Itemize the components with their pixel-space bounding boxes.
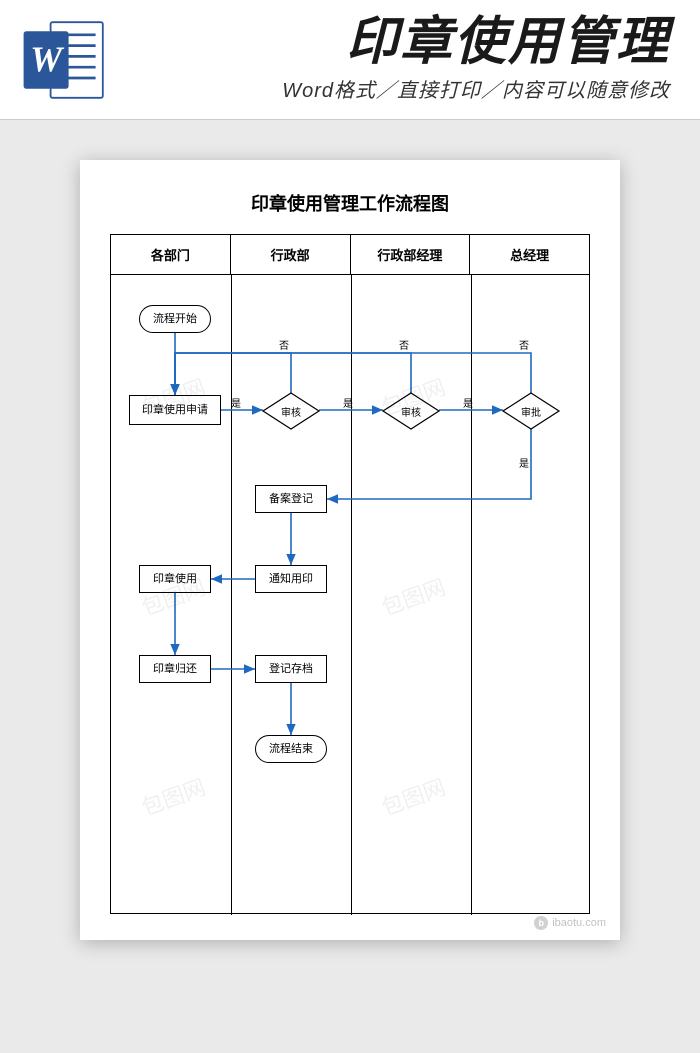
lane-body: 流程开始印章使用申请 审核 审核 审批备案登记通知用印 印章使用印章归还 登记存档流程结束… bbox=[111, 275, 589, 915]
header-text-block: 印章使用管理 Word格式／直接打印／内容可以随意修改 bbox=[110, 16, 670, 103]
flow-edge bbox=[175, 353, 531, 395]
flow-decision-audit2: 审核 bbox=[383, 393, 439, 429]
document-page: 印章使用管理工作流程图 各部门 行政部 行政部经理 总经理 bbox=[80, 160, 620, 940]
canvas-area: 印章使用管理工作流程图 各部门 行政部 行政部经理 总经理 bbox=[0, 120, 700, 1053]
flow-node-archive: 登记存档 bbox=[255, 655, 327, 683]
word-app-icon: W bbox=[20, 15, 110, 105]
brand-url: ibaotu.com bbox=[552, 917, 606, 929]
lane-header-1: 行政部 bbox=[230, 235, 350, 274]
flow-node-record: 备案登记 bbox=[255, 485, 327, 513]
flow-decision-audit1: 审核 bbox=[263, 393, 319, 429]
svg-text:W: W bbox=[30, 38, 65, 78]
flow-node-end: 流程结束 bbox=[255, 735, 327, 763]
word-icon: W bbox=[20, 15, 110, 105]
corner-brand: b ibaotu.com bbox=[534, 916, 606, 930]
flow-node-return: 印章归还 bbox=[139, 655, 211, 683]
edge-label: 否 bbox=[399, 337, 409, 352]
edge-label: 否 bbox=[279, 337, 289, 352]
document-title: 印章使用管理工作流程图 bbox=[110, 190, 590, 216]
flow-edge bbox=[175, 353, 291, 395]
flow-node-use: 印章使用 bbox=[139, 565, 211, 593]
header-title: 印章使用管理 bbox=[110, 16, 670, 68]
flow-node-notify: 通知用印 bbox=[255, 565, 327, 593]
brand-badge-icon: b bbox=[534, 916, 548, 930]
lane-divider bbox=[471, 275, 472, 915]
edge-label: 是 bbox=[463, 395, 473, 410]
edge-label: 是 bbox=[343, 395, 353, 410]
edge-label: 是 bbox=[231, 395, 241, 410]
flow-edge bbox=[327, 429, 531, 499]
flow-node-start: 流程开始 bbox=[139, 305, 211, 333]
flow-edge bbox=[175, 353, 411, 395]
lane-divider bbox=[231, 275, 232, 915]
header-subtitle: Word格式／直接打印／内容可以随意修改 bbox=[110, 74, 670, 103]
edge-label: 是 bbox=[519, 455, 529, 470]
swimlane-container: 各部门 行政部 行政部经理 总经理 流程开始印章使用申请 审核 审核 审批备案登记通知… bbox=[110, 234, 590, 914]
header-bar: W 印章使用管理 Word格式／直接打印／内容可以随意修改 bbox=[0, 0, 700, 120]
lane-header-row: 各部门 行政部 行政部经理 总经理 bbox=[111, 235, 589, 275]
lane-header-2: 行政部经理 bbox=[350, 235, 470, 274]
lane-divider bbox=[351, 275, 352, 915]
lane-header-3: 总经理 bbox=[469, 235, 589, 274]
lane-header-0: 各部门 bbox=[111, 235, 230, 274]
edge-label: 否 bbox=[519, 337, 529, 352]
flow-node-apply: 印章使用申请 bbox=[129, 395, 221, 425]
flow-decision-approve: 审批 bbox=[503, 393, 559, 429]
